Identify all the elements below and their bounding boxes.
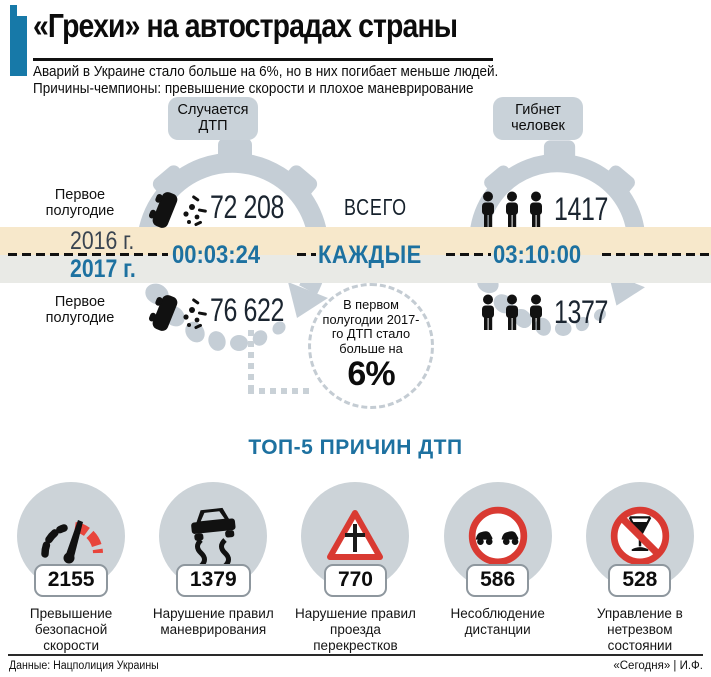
crashed-car-icon xyxy=(148,292,208,339)
deaths-2016-value: 1417 xyxy=(554,191,608,227)
dashed-line-segment xyxy=(602,253,711,256)
dashed-line-segment xyxy=(8,253,168,256)
section-flag-marker xyxy=(10,5,27,76)
cause-label: Превышение безопасной скорости xyxy=(29,606,113,653)
accidents-2017-value: 76 622 xyxy=(210,292,285,328)
accidents-2016-value: 72 208 xyxy=(210,189,285,225)
band-2017 xyxy=(0,255,711,283)
dashed-line-segment xyxy=(446,253,491,256)
subtitle-line-1: Аварий в Украине стало больше на 6%, но … xyxy=(33,63,499,80)
total-label: ВСЕГО xyxy=(344,194,407,220)
cause-label: Несоблюдение дистанции xyxy=(450,606,545,637)
cause-value-badge: 1379 xyxy=(175,564,251,597)
cause-label: Управление в нетрезвом состоянии xyxy=(596,606,683,653)
flag-notch xyxy=(17,5,27,16)
cause-item-intersections: 770 Нарушение правил проезда перекрестко… xyxy=(284,482,426,654)
cause-value-badge: 2155 xyxy=(33,564,109,597)
cause-value-badge: 770 xyxy=(323,564,387,597)
cause-item-speeding: 2155 Превышение безопасной скорости xyxy=(0,482,142,654)
subtitle-line-2: Причины-чемпионы: превышение скорости и … xyxy=(33,80,474,97)
title-divider xyxy=(33,58,493,61)
year-2016-label: 2016 г. xyxy=(70,227,135,255)
cause-item-maneuvering: 1379 Нарушение правил маневрирования xyxy=(142,482,284,654)
publication-credit: «Сегодня» | И.Ф. xyxy=(613,660,703,672)
people-icon xyxy=(478,191,546,233)
growth-note-value: 6% xyxy=(347,355,395,393)
top5-causes-row: 2155 Превышение безопасной скорости xyxy=(0,482,711,654)
cause-label: Нарушение правил маневрирования xyxy=(152,606,274,637)
crashed-car-icon xyxy=(148,189,208,236)
top5-title: ТОП-5 ПРИЧИН ДТП xyxy=(248,436,463,459)
growth-note-circle: В первом полугодии 2017-го ДТП стало бол… xyxy=(308,283,434,409)
cause-item-drunk-driving: 528 Управление в нетрезвом состоянии xyxy=(569,482,711,654)
deaths-2017-value: 1377 xyxy=(554,294,608,330)
page-title: «Грехи» на автострадах страны xyxy=(33,7,458,44)
people-icon xyxy=(478,294,546,336)
cause-value-badge: 586 xyxy=(466,564,530,597)
period-label-2016: Первое полугодие xyxy=(45,187,115,219)
cause-item-distance: 586 Несоблюдение дистанции xyxy=(427,482,569,654)
badge-deaths: Гибнет человек xyxy=(493,97,583,140)
dashed-connector-horizontal xyxy=(248,388,314,394)
cause-value-badge: 528 xyxy=(608,564,672,597)
every-label: КАЖДЫЕ xyxy=(318,241,422,269)
period-label-2017: Первое полугодие xyxy=(45,294,115,326)
badge-accidents: Случается ДТП xyxy=(168,97,258,140)
band-2016 xyxy=(0,227,711,255)
dashed-connector-vertical xyxy=(248,330,254,392)
cause-label: Нарушение правил проезда перекрестков xyxy=(295,606,416,653)
accident-interval-value: 00:03:24 xyxy=(172,241,261,269)
growth-note-text: В первом полугодии 2017-го ДТП стало бол… xyxy=(322,297,420,356)
year-2017-label: 2017 г. xyxy=(70,255,136,283)
death-interval-value: 03:10:00 xyxy=(493,241,582,269)
footer-divider xyxy=(8,654,703,656)
dashed-line-segment xyxy=(297,253,316,256)
data-source: Данные: Нацполиция Украины xyxy=(9,660,159,672)
